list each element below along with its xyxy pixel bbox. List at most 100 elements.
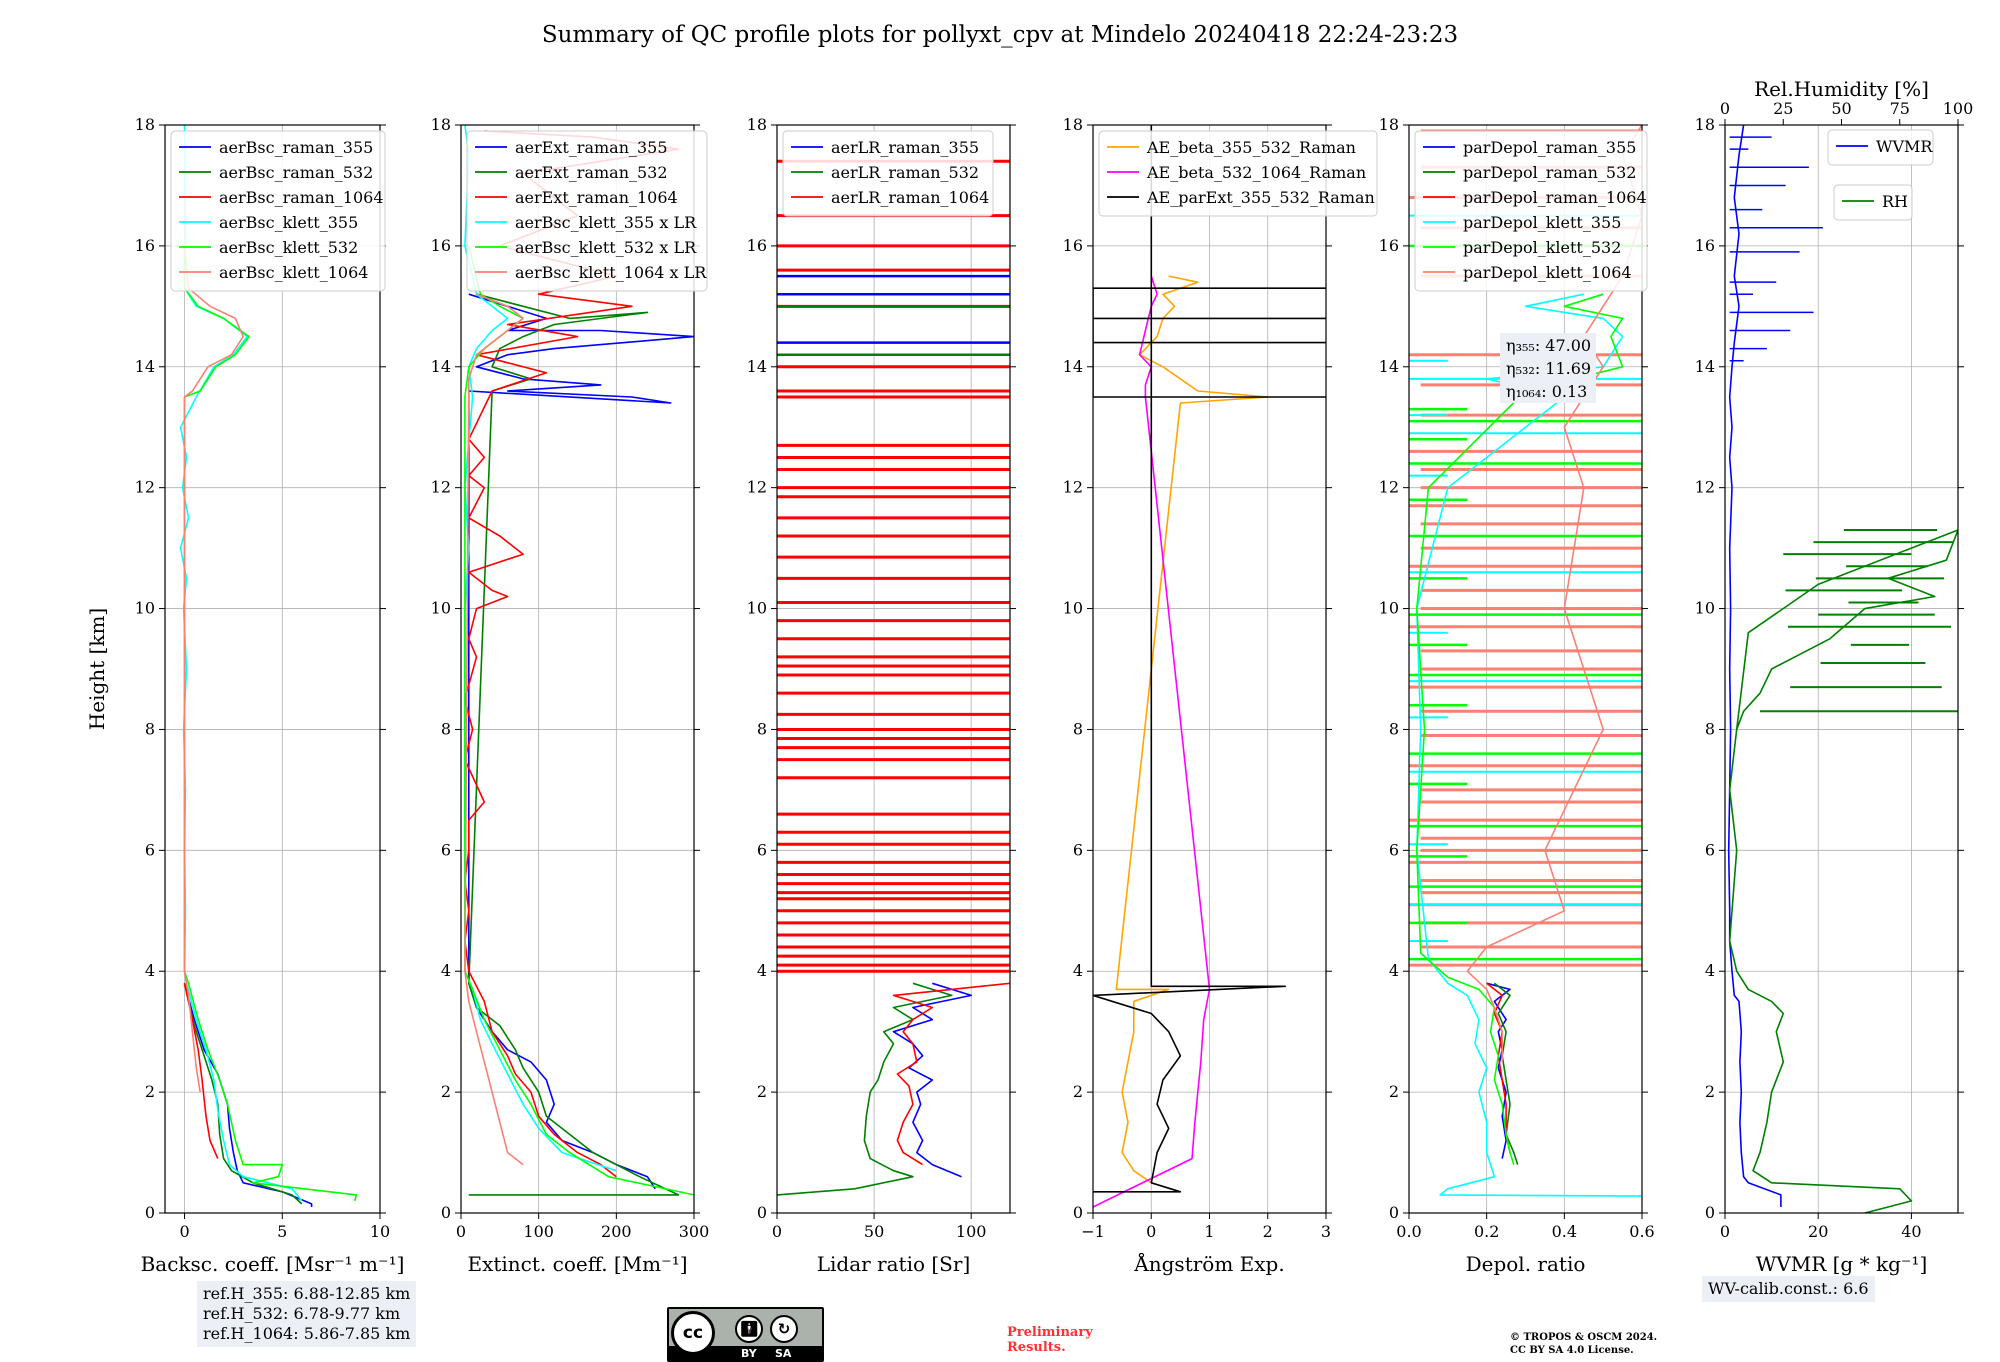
legend-label: aerExt_raman_355: [515, 138, 668, 157]
y-tick-label: 18: [431, 115, 451, 134]
legend-label: aerExt_raman_532: [515, 163, 668, 182]
ref-height-532: ref.H_532: 6.78-9.77 km: [203, 1304, 401, 1323]
legend-frame: [782, 130, 994, 217]
top-x-axis-label: Rel.Humidity [%]: [1754, 77, 1929, 101]
y-tick-label: 14: [747, 357, 767, 376]
y-tick-label: 4: [1073, 961, 1083, 980]
legend-bsc: aerBsc_raman_355 aerBsc_raman_532 aerBsc_r…: [170, 130, 386, 292]
legend-label: WVMR: [1876, 137, 1933, 156]
series-aerlr-raman-1064: [892, 982, 1010, 1166]
x-axis-label: Depol. ratio: [1466, 1252, 1586, 1276]
y-tick-label: 10: [431, 599, 451, 618]
legend-lr: aerLR_raman_355 aerLR_raman_532 aerLR_rama…: [782, 130, 994, 217]
legend-frame: [170, 130, 386, 292]
legend-label: aerLR_raman_355: [831, 138, 979, 157]
y-tick-label: 0: [441, 1203, 451, 1222]
x-tick-label: 100: [523, 1222, 554, 1241]
top-x-tick-label: 0: [1720, 99, 1730, 118]
x-tick-label: 40: [1901, 1222, 1921, 1241]
x-tick-label: 20: [1808, 1222, 1828, 1241]
y-tick-label: 16: [747, 236, 767, 255]
series-aerbsc-klett-355-x-lr: [464, 125, 617, 1172]
x-tick-label: 3: [1321, 1222, 1331, 1241]
series-aerbsc-raman-1064: [183, 983, 219, 1159]
x-tick-label: 50: [864, 1222, 884, 1241]
y-tick-label: 8: [145, 719, 155, 738]
y-tick-label: 18: [1695, 115, 1715, 134]
x-tick-label: 2: [1263, 1222, 1273, 1241]
y-tick-label: 6: [441, 840, 451, 859]
license-by-label: BY: [741, 1347, 757, 1360]
ref-height-1064: ref.H_1064: 5.86-7.85 km: [203, 1324, 411, 1343]
y-axis-label: Height [km]: [85, 608, 109, 730]
x-tick-label: 300: [679, 1222, 710, 1241]
legend-label: aerBsc_raman_1064: [219, 188, 384, 207]
legend-label: aerBsc_raman_532: [219, 163, 373, 182]
wv-calibration-text: WV-calib.const.: 6.6: [1708, 1279, 1869, 1298]
x-tick-label: 0: [772, 1222, 782, 1241]
copyright-note: © TROPOS & OSCM 2024. CC BY SA 4.0 Licen…: [1510, 1331, 1657, 1357]
legend-ext: aerExt_raman_355 aerExt_raman_532 aerExt_r…: [466, 130, 708, 292]
top-x-tick-label: 100: [1943, 99, 1974, 118]
x-axis-label: Lidar ratio [Sr]: [817, 1252, 971, 1276]
top-x-tick-label: 50: [1831, 99, 1851, 118]
y-tick-label: 6: [1073, 840, 1083, 859]
y-tick-label: 14: [431, 357, 451, 376]
y-tick-label: 4: [1389, 961, 1399, 980]
series-ae-beta-355-532-raman: [1115, 275, 1269, 1184]
license-sa-label: SA: [775, 1347, 792, 1360]
series-aerbsc-klett-1064: [183, 245, 244, 1093]
y-tick-label: 0: [145, 1203, 155, 1222]
series-aerlr-raman-532: [777, 982, 953, 1196]
y-tick-label: 18: [747, 115, 767, 134]
series-aerlr-raman-355: [892, 982, 973, 1178]
legend-frame: [466, 130, 708, 292]
x-tick-label: 0: [179, 1222, 189, 1241]
series-rh: [1728, 529, 1958, 1213]
share-alike-icon: ↻: [770, 1315, 798, 1343]
y-tick-label: 2: [1073, 1082, 1083, 1101]
legend-label: aerBsc_klett_1064: [219, 263, 368, 282]
y-tick-label: 14: [1063, 357, 1083, 376]
legend-label: aerBsc_klett_355 x LR: [515, 213, 697, 232]
x-tick-label: 200: [601, 1222, 632, 1241]
x-tick-label: 0.0: [1396, 1222, 1421, 1241]
y-tick-label: 12: [135, 478, 155, 497]
x-tick-label: 0.6: [1629, 1222, 1654, 1241]
eta-value-0: η₃₅₅: 47.00: [1506, 336, 1591, 355]
y-tick-label: 16: [431, 236, 451, 255]
series-ae-parext-355-532-raman: [1093, 125, 1286, 1193]
legend-frame: [1098, 130, 1378, 217]
plot-area: [1093, 125, 1326, 1208]
plot-area: [179, 125, 358, 1207]
y-tick-label: 12: [431, 478, 451, 497]
legend-label: RH: [1882, 192, 1908, 211]
eta-annotation: η₃₅₅: 47.00 η₅₃₂: 11.69 η₁₀₆₄: 0.13: [1500, 333, 1596, 403]
figure-title: Summary of QC profile plots for pollyxt_…: [541, 22, 1459, 48]
y-tick-label: 14: [135, 357, 155, 376]
plot-area: [464, 125, 694, 1196]
y-tick-label: 12: [747, 478, 767, 497]
axes-frame: [460, 124, 695, 1214]
series-aerext-raman-1064: [464, 130, 680, 1178]
x-tick-label: −1: [1081, 1222, 1105, 1241]
legend-label: AE_beta_532_1064_Raman: [1146, 163, 1366, 182]
wv-calibration-box: WV-calib.const.: 6.6: [1702, 1276, 1875, 1302]
legend-frame: [1827, 129, 1934, 166]
x-axis-label: Ångström Exp.: [1133, 1251, 1284, 1276]
copyright-line-1: © TROPOS & OSCM 2024.: [1510, 1332, 1658, 1343]
x-axis-label: WVMR [g * kg⁻¹]: [1756, 1252, 1928, 1276]
y-tick-label: 16: [1063, 236, 1083, 255]
series-pardepol-klett-532: [1416, 293, 1624, 1165]
y-tick-label: 10: [135, 599, 155, 618]
preliminary-line-1: Preliminary: [1007, 1325, 1093, 1340]
legend-label: parDepol_klett_532: [1463, 238, 1621, 257]
y-tick-label: 6: [1705, 840, 1715, 859]
legend-label: aerLR_raman_532: [831, 163, 979, 182]
y-tick-label: 8: [1389, 719, 1399, 738]
x-tick-label: 10: [370, 1222, 390, 1241]
y-tick-label: 4: [757, 961, 767, 980]
y-tick-label: 10: [1695, 599, 1715, 618]
y-tick-label: 8: [1073, 719, 1083, 738]
